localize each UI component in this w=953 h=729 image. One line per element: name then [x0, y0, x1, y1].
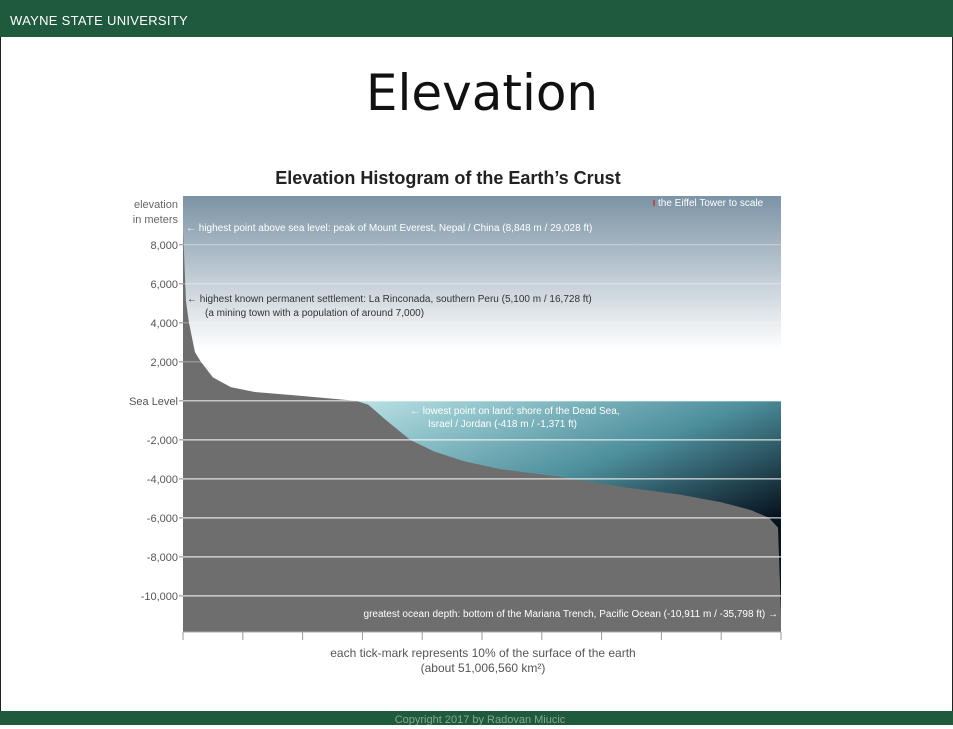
- y-tick-label: -8,000: [147, 552, 178, 564]
- y-tick-label: 8,000: [150, 240, 178, 252]
- x-axis-label: (about 51,006,560 km²): [421, 661, 546, 675]
- y-tick-label: -10,000: [141, 591, 178, 603]
- y-axis-label: in meters: [133, 214, 179, 226]
- chart-title: Elevation Histogram of the Earth’s Crust: [275, 168, 620, 188]
- y-tick-label: 4,000: [150, 318, 178, 330]
- annotation: ← highest point above sea level: peak of…: [186, 223, 592, 234]
- footer-text: Copyright 2017 by Radovan Miucic: [395, 714, 566, 725]
- x-axis-label: each tick-mark represents 10% of the sur…: [330, 646, 635, 660]
- annotation: the Eiffel Tower to scale: [658, 198, 764, 209]
- y-tick-label: -2,000: [147, 435, 178, 447]
- y-tick-label: -6,000: [147, 513, 178, 525]
- annotation: ← highest known permanent settlement: La…: [187, 294, 592, 305]
- annotation: (a mining town with a population of arou…: [205, 308, 424, 319]
- header-text: WAYNE STATE UNIVERSITY: [10, 13, 188, 28]
- y-axis-label: elevation: [134, 199, 178, 211]
- y-tick-label: -4,000: [147, 474, 178, 486]
- y-tick-label: 6,000: [150, 279, 178, 291]
- y-tick-label: Sea Level: [129, 396, 178, 408]
- header-bar: [0, 0, 953, 37]
- annotation: greatest ocean depth: bottom of the Mari…: [364, 609, 778, 620]
- annotation: Israel / Jordan (-418 m / -1,371 ft): [428, 419, 577, 430]
- land-area: [183, 228, 781, 632]
- sky: [183, 196, 781, 401]
- slide-title: Elevation: [366, 64, 598, 122]
- y-tick-label: 2,000: [150, 357, 178, 369]
- annotation: ← lowest point on land: shore of the Dea…: [410, 406, 620, 417]
- footer-bar: [0, 711, 953, 725]
